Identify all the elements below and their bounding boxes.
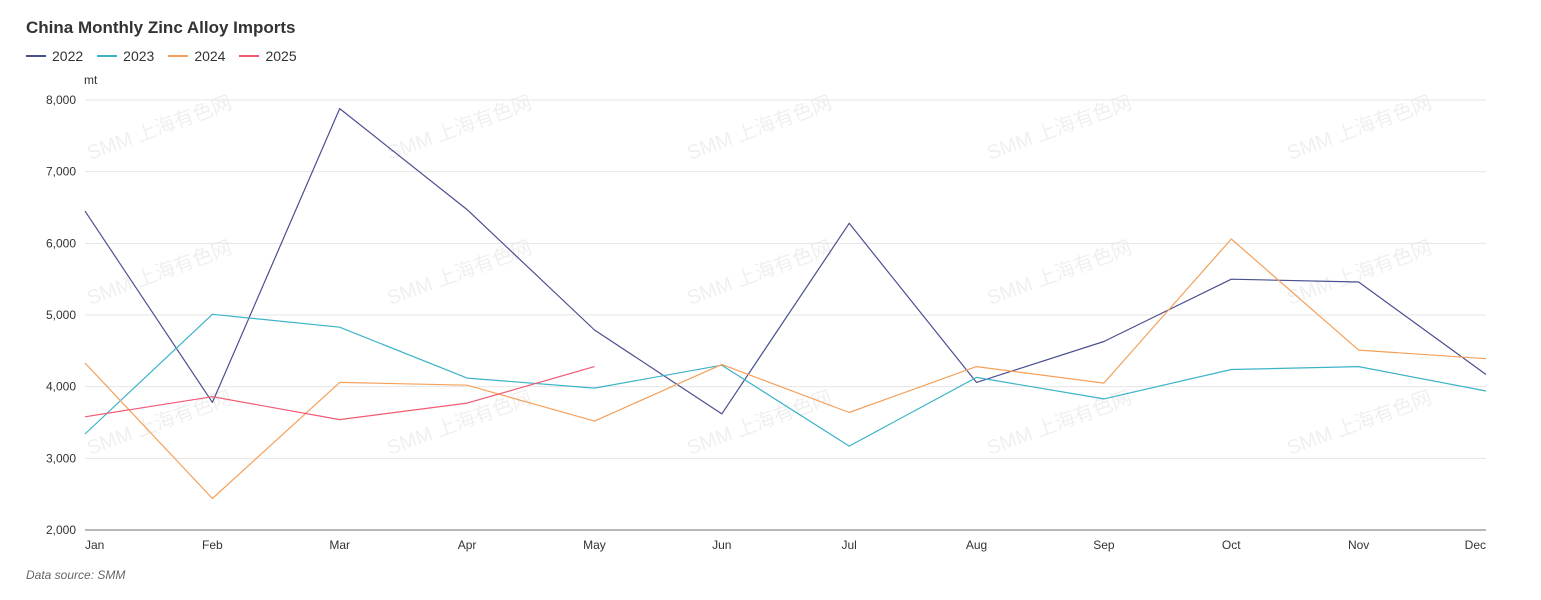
- legend-swatch: [26, 55, 46, 57]
- y-tick-label: 3,000: [46, 451, 76, 465]
- watermark-text: SMM 上海有色网: [1284, 386, 1435, 460]
- watermark-text: SMM 上海有色网: [384, 91, 535, 165]
- y-axis-unit-label: mt: [84, 73, 98, 87]
- y-tick-label: 4,000: [46, 380, 76, 394]
- legend-item-2025[interactable]: 2025: [239, 48, 297, 64]
- watermark-text: SMM 上海有色网: [84, 236, 235, 310]
- x-tick-label: May: [583, 538, 606, 552]
- watermark-text: SMM 上海有色网: [384, 236, 535, 310]
- series-line-2023: [84, 313, 1487, 447]
- x-tick-label: Jun: [712, 538, 731, 552]
- series-line-2025: [84, 366, 595, 421]
- x-tick-label: Feb: [202, 538, 223, 552]
- legend-label: 2025: [265, 48, 297, 64]
- x-tick-label: Mar: [329, 538, 350, 552]
- legend: 2022 2023 2024 2025: [26, 48, 297, 64]
- y-tick-label: 5,000: [46, 308, 76, 322]
- watermark-text: SMM 上海有色网: [1284, 91, 1435, 165]
- watermark-layer: SMM 上海有色网 SMM 上海有色网 SMM 上海有色网 SMM 上海有色网 SMM …: [84, 91, 1435, 460]
- legend-label: 2023: [123, 48, 155, 64]
- chart-title: China Monthly Zinc Alloy Imports: [26, 18, 296, 37]
- x-tick-label: Aug: [966, 538, 987, 552]
- legend-swatch: [239, 55, 260, 57]
- data-source-note: Data source: SMM: [26, 568, 126, 582]
- watermark-text: SMM 上海有色网: [984, 236, 1135, 310]
- series-line-2022: [84, 107, 1487, 415]
- series-line-2024: [84, 238, 1487, 500]
- grid-layer: [85, 99, 1486, 459]
- watermark-text: SMM 上海有色网: [684, 91, 835, 165]
- x-tick-label: Apr: [458, 538, 477, 552]
- legend-swatch: [168, 55, 189, 57]
- x-tick-label: Dec: [1465, 538, 1486, 552]
- watermark-text: SMM 上海有色网: [1284, 236, 1435, 310]
- y-tick-label: 6,000: [46, 236, 76, 250]
- legend-item-2022[interactable]: 2022: [26, 48, 83, 64]
- x-tick-label: Oct: [1222, 538, 1241, 552]
- legend-label: 2024: [194, 48, 226, 64]
- x-tick-label: Jul: [842, 538, 857, 552]
- y-tick-label: 8,000: [46, 93, 76, 107]
- watermark-text: SMM 上海有色网: [84, 91, 235, 165]
- y-tick-label: 2,000: [46, 523, 76, 537]
- x-tick-label: Jan: [85, 538, 104, 552]
- x-tick-label: Sep: [1093, 538, 1115, 552]
- axis-layer: 2,000 3,000 4,000 5,000 6,000 7,000 8,000 Jan Fe…: [46, 93, 1486, 552]
- legend-item-2024[interactable]: 2024: [168, 48, 225, 64]
- y-tick-label: 7,000: [46, 165, 76, 179]
- legend-label: 2022: [52, 48, 84, 64]
- series-layer: [84, 107, 1487, 500]
- watermark-text: SMM 上海有色网: [684, 236, 835, 310]
- watermark-text: SMM 上海有色网: [384, 386, 535, 460]
- legend-item-2023[interactable]: 2023: [97, 48, 154, 64]
- watermark-text: SMM 上海有色网: [984, 91, 1135, 165]
- x-tick-label: Nov: [1348, 538, 1369, 552]
- legend-swatch: [97, 55, 118, 57]
